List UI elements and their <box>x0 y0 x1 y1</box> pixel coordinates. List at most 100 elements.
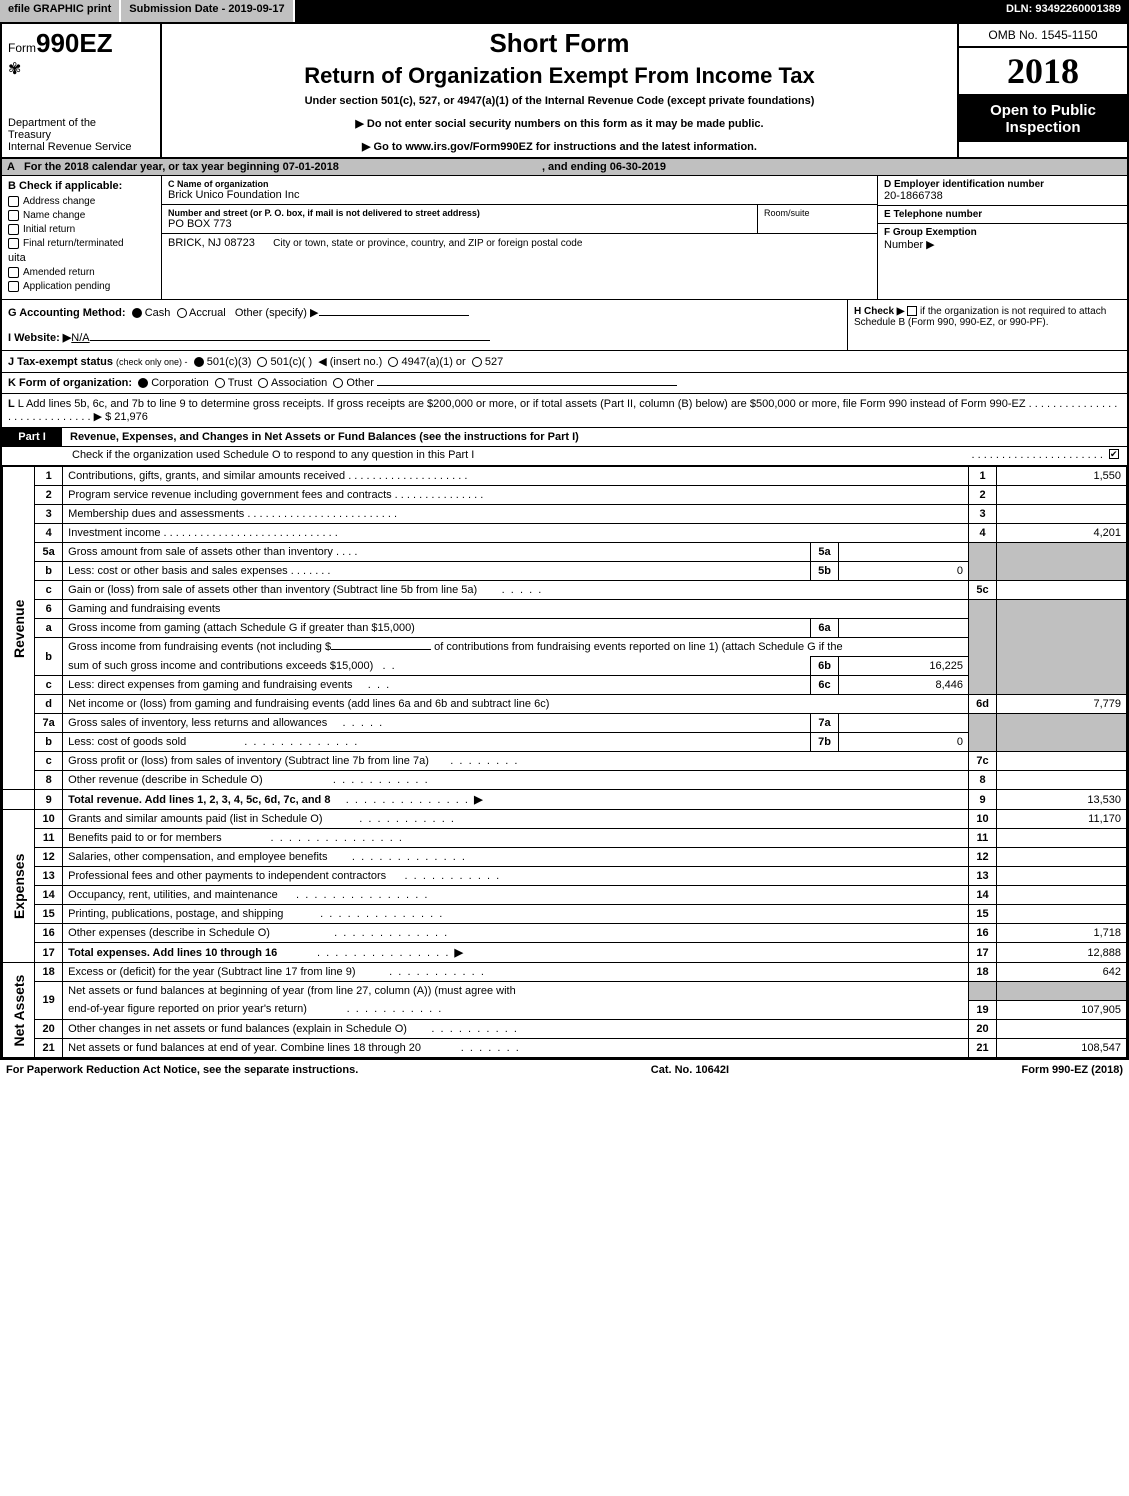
accrual-label: Accrual <box>189 307 226 319</box>
radio-other[interactable] <box>333 378 343 388</box>
group-exemption-cell: F Group Exemption Number ▶ <box>878 224 1127 299</box>
gray-cell <box>997 982 1127 1001</box>
chk-initial-return[interactable]: Initial return <box>8 224 155 235</box>
chk-application-pending[interactable]: Application pending <box>8 281 155 292</box>
g-section: G Accounting Method: Cash Accrual Other … <box>2 300 847 350</box>
line-amt: 11,170 <box>997 810 1127 829</box>
line-num: 11 <box>35 829 63 848</box>
line-num: c <box>35 581 63 600</box>
g-label: G Accounting Method: <box>8 307 126 319</box>
ssn-warning: ▶ Do not enter social security numbers o… <box>168 117 951 130</box>
checkbox-icon[interactable] <box>8 281 19 292</box>
line-amt: 107,905 <box>997 1000 1127 1019</box>
gray-cell <box>997 714 1127 752</box>
line-19-top: 19 Net assets or fund balances at beginn… <box>3 982 1127 1001</box>
chk-label: Initial return <box>23 224 75 235</box>
line-amt <box>997 829 1127 848</box>
lines-table: Revenue 1 Contributions, gifts, grants, … <box>2 466 1127 1058</box>
goto-link[interactable]: ▶ Go to www.irs.gov/Form990EZ for instru… <box>168 140 951 153</box>
other-line <box>377 385 677 386</box>
dept-line1: Department of the <box>8 117 154 129</box>
line-num: c <box>35 676 63 695</box>
checkbox-icon[interactable] <box>8 210 19 221</box>
chk-final-return[interactable]: Final return/terminated <box>8 238 155 249</box>
city-row: BRICK, NJ 08723 City or town, state or p… <box>162 234 877 299</box>
line-num: 18 <box>35 963 63 982</box>
line-6d: d Net income or (loss) from gaming and f… <box>3 695 1127 714</box>
city-label: City or town, state or province, country… <box>273 238 582 249</box>
other-specify-input[interactable] <box>319 315 469 316</box>
line-5a: 5a Gross amount from sale of assets othe… <box>3 543 1127 562</box>
submission-date: Submission Date - 2019-09-17 <box>121 0 294 22</box>
schedule-o-checkbox[interactable] <box>1109 449 1119 459</box>
b-left: B Check if applicable: Address change Na… <box>2 176 162 299</box>
radio-501c[interactable] <box>257 357 267 367</box>
mid-amt: 0 <box>839 562 969 581</box>
address-row: Number and street (or P. O. box, if mail… <box>162 205 877 234</box>
line-box: 12 <box>969 848 997 867</box>
line-num: 2 <box>35 486 63 505</box>
h-checkbox[interactable] <box>907 306 917 316</box>
line-desc: Program service revenue including govern… <box>68 489 391 501</box>
mid-amt <box>839 714 969 733</box>
line-amt: 1,718 <box>997 924 1127 943</box>
chk-address-change[interactable]: Address change <box>8 196 155 207</box>
row-j: J Tax-exempt status (check only one) - 5… <box>2 351 1127 373</box>
chk-amended-return[interactable]: Amended return <box>8 267 155 278</box>
radio-trust[interactable] <box>215 378 225 388</box>
checkbox-icon[interactable] <box>8 238 19 249</box>
header-right: OMB No. 1545-1150 2018 Open to Public In… <box>957 24 1127 157</box>
line-desc: Net assets or fund balances at end of ye… <box>68 1042 421 1054</box>
radio-527[interactable] <box>472 357 482 367</box>
line-box: 3 <box>969 505 997 524</box>
opt-corp: Corporation <box>151 377 208 389</box>
mid-amt <box>839 619 969 638</box>
line-desc: Net assets or fund balances at beginning… <box>63 982 969 1001</box>
line-box: 18 <box>969 963 997 982</box>
line-num: 10 <box>35 810 63 829</box>
mid-box: 7b <box>811 733 839 752</box>
radio-4947[interactable] <box>388 357 398 367</box>
e-label: E Telephone number <box>884 209 1121 220</box>
line-14: 14 Occupancy, rent, utilities, and maint… <box>3 886 1127 905</box>
line-amt: 7,779 <box>997 695 1127 714</box>
mid-amt <box>839 543 969 562</box>
radio-501c3[interactable] <box>194 357 204 367</box>
line-num: b <box>35 638 63 676</box>
chk-name-change[interactable]: Name change <box>8 210 155 221</box>
ein-cell: D Employer identification number 20-1866… <box>878 176 1127 206</box>
opt-insert: ◀ (insert no.) <box>318 356 382 368</box>
checkbox-icon[interactable] <box>8 196 19 207</box>
line-desc: Professional fees and other payments to … <box>68 870 386 882</box>
line-desc3: sum of such gross income and contributio… <box>68 660 373 672</box>
gray-cell <box>997 600 1127 695</box>
line-amt <box>997 771 1127 790</box>
b-mid: C Name of organization Brick Unico Found… <box>162 176 877 299</box>
contrib-input[interactable] <box>331 649 431 650</box>
radio-accrual[interactable] <box>177 308 187 318</box>
line-7a: 7a Gross sales of inventory, less return… <box>3 714 1127 733</box>
line-amt <box>997 486 1127 505</box>
part1-check-text: Check if the organization used Schedule … <box>72 449 971 461</box>
line-num: 3 <box>35 505 63 524</box>
chk-label: Application pending <box>23 281 110 292</box>
checkbox-icon[interactable] <box>8 267 19 278</box>
radio-cash[interactable] <box>132 308 142 318</box>
b-text: Check if applicable: <box>19 180 122 192</box>
line-desc: Gross profit or (loss) from sales of inv… <box>68 755 429 767</box>
line-11: 11 Benefits paid to or for members . . .… <box>3 829 1127 848</box>
line-6: 6 Gaming and fundraising events <box>3 600 1127 619</box>
checkbox-icon[interactable] <box>8 224 19 235</box>
org-name-row: C Name of organization Brick Unico Found… <box>162 176 877 205</box>
line-box: 6d <box>969 695 997 714</box>
radio-association[interactable] <box>258 378 268 388</box>
open-to-public: Open to Public Inspection <box>959 96 1127 142</box>
opt-assoc: Association <box>271 377 327 389</box>
line-amt: 108,547 <box>997 1038 1127 1057</box>
line-2: 2 Program service revenue including gove… <box>3 486 1127 505</box>
part1-title: Revenue, Expenses, and Changes in Net As… <box>62 428 1127 446</box>
efile-print-button[interactable]: efile GRAPHIC print <box>0 0 121 22</box>
website-line <box>90 340 490 341</box>
radio-corporation[interactable] <box>138 378 148 388</box>
irs-eagle-icon: ✾ <box>8 59 154 79</box>
